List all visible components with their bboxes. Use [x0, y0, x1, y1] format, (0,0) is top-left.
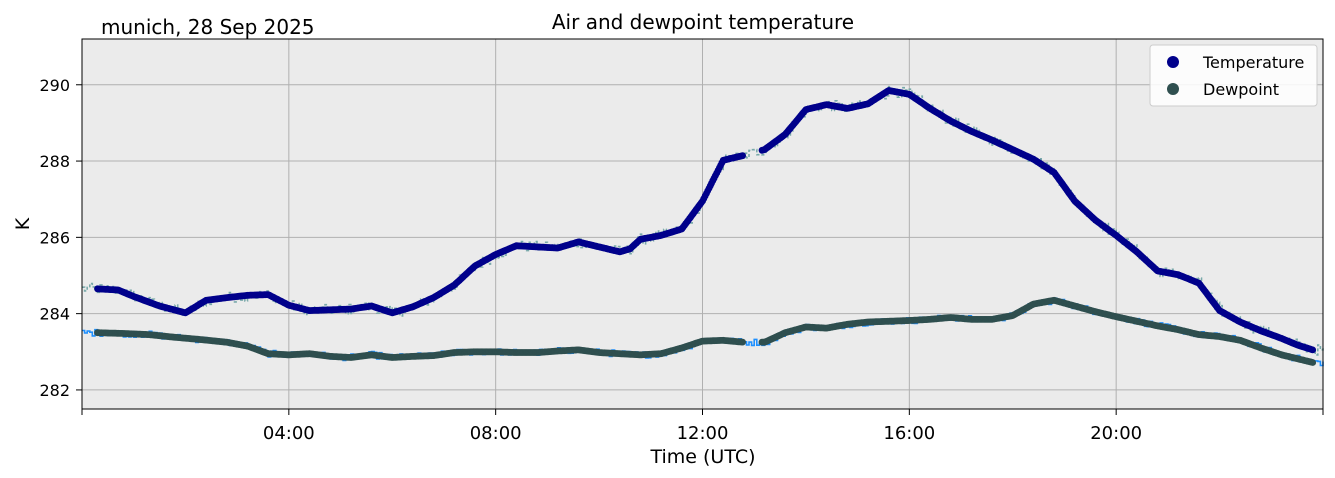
- y-tick-label: 288: [39, 152, 70, 171]
- point-temperature: [1309, 346, 1317, 354]
- point-dewpoint: [739, 338, 746, 346]
- y-tick-label: 282: [39, 381, 70, 400]
- legend-marker-temperature: [1167, 56, 1179, 68]
- y-axis-label: K: [12, 217, 34, 230]
- location-date-label: munich, 28 Sep 2025: [101, 15, 315, 39]
- point-temperature: [739, 152, 746, 160]
- point-dewpoint: [1309, 359, 1317, 366]
- legend-label-dewpoint: Dewpoint: [1203, 80, 1279, 99]
- y-tick-label: 286: [39, 228, 70, 247]
- y-tick-label: 284: [39, 305, 70, 324]
- chart-title: Air and dewpoint temperature: [552, 10, 854, 34]
- legend: Temperature Dewpoint: [1149, 44, 1318, 107]
- legend-label-temperature: Temperature: [1202, 53, 1304, 72]
- legend-box: [1149, 44, 1318, 107]
- series-dewpoint: [94, 296, 1317, 366]
- series-temperature: [94, 87, 1317, 354]
- x-tick-label: 04:00: [263, 423, 315, 444]
- x-tick-label: 12:00: [677, 423, 729, 444]
- legend-marker-dewpoint: [1167, 83, 1179, 95]
- x-tick-label: 16:00: [883, 423, 935, 444]
- x-axis-label: Time (UTC): [649, 446, 755, 468]
- x-tick-label: 08:00: [470, 423, 522, 444]
- y-tick-label: 290: [39, 76, 70, 95]
- axes: 04:00 08:00 12:00 16:00 20:00 282 284 286 288 290: [39, 76, 1324, 444]
- x-tick-label: 20:00: [1090, 423, 1142, 444]
- raw-trace-temperature: [82, 85, 1324, 356]
- series-layer: [94, 87, 1317, 366]
